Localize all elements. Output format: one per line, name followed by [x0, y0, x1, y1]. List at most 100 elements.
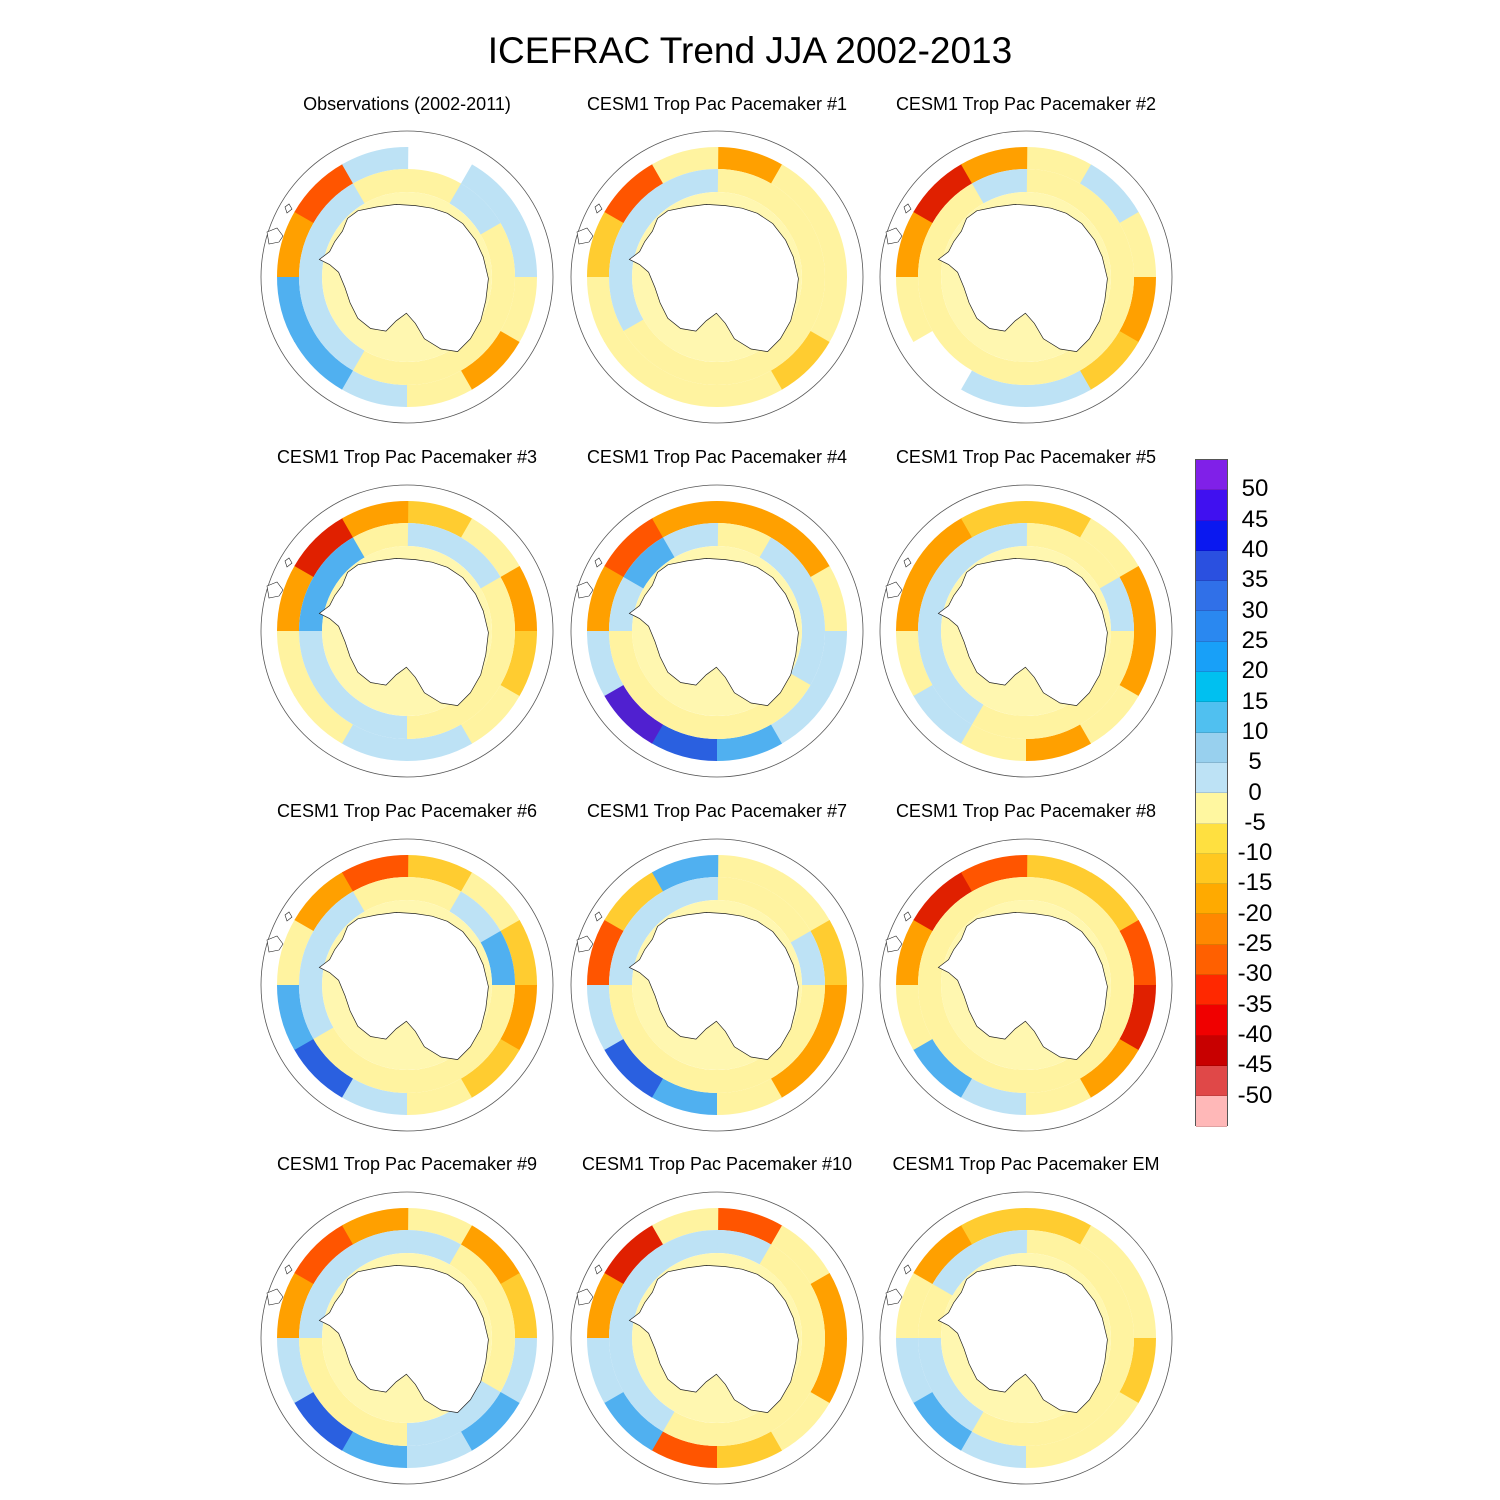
ice-trend-sector-inner	[1099, 985, 1134, 1040]
ice-trend-sector-outer	[604, 871, 664, 931]
colorbar-tick-label: 20	[1241, 657, 1269, 685]
ice-trend-sector-inner	[609, 222, 644, 277]
ice-trend-sector-outer	[650, 724, 717, 761]
ice-trend-sector-outer	[717, 501, 784, 538]
colorbar-tick-label: -40	[1237, 1021, 1273, 1049]
ice-trend-sector-inner	[352, 1058, 407, 1093]
ice-trend-sector-inner	[1024, 1058, 1080, 1094]
ice-trend-sector-outer	[294, 163, 354, 223]
ice-trend-sector-outer	[913, 871, 973, 931]
ice-trend-sector-inner	[313, 890, 366, 943]
ice-trend-sector-outer	[895, 629, 933, 696]
ice-trend-sector-inner	[790, 223, 826, 279]
ice-trend-sector-outer	[895, 983, 933, 1050]
ice-trend-sector-outer	[896, 564, 933, 631]
polar-map	[570, 1191, 864, 1485]
ice-trend-sector-outer	[770, 685, 830, 745]
ice-trend-sector-outer	[587, 564, 624, 631]
ice-trend-sector-inner	[299, 1283, 334, 1338]
panel-title: CESM1 Trop Pac Pacemaker #2	[895, 94, 1157, 114]
colorbar-swatch	[1196, 853, 1227, 885]
ice-trend-sector-inner	[480, 631, 515, 686]
panel-title: CESM1 Trop Pac Pacemaker EM	[892, 1154, 1160, 1174]
ice-trend-sector-inner	[608, 629, 644, 685]
ice-trend-sector-inner	[662, 704, 717, 739]
ice-trend-sector-inner	[312, 672, 365, 725]
ice-trend-sector-inner	[449, 891, 502, 944]
ice-trend-sector-outer	[500, 277, 537, 344]
ice-trend-sector-outer	[294, 517, 354, 577]
ice-trend-sector-inner	[790, 1338, 825, 1393]
south-america-outline	[885, 1264, 912, 1306]
ice-trend-sector-outer	[277, 210, 314, 277]
ice-trend-sector-outer	[461, 872, 521, 932]
colorbar-swatch	[1196, 732, 1227, 763]
ice-trend-sector-outer	[717, 147, 784, 184]
ice-trend-sector-inner	[758, 1380, 811, 1433]
ice-trend-sector-inner	[972, 1229, 1028, 1265]
ice-trend-sector-inner	[623, 1243, 676, 1296]
ice-trend-sector-inner	[662, 1411, 717, 1446]
ice-trend-sector-outer	[1080, 518, 1140, 578]
ice-trend-sector-outer	[293, 684, 353, 744]
ice-trend-sector-outer	[1119, 1273, 1157, 1340]
ice-trend-sector-outer	[340, 1431, 407, 1468]
polar-map	[260, 484, 554, 778]
ice-trend-sector-inner	[759, 183, 812, 236]
ice-trend-sector-inner	[1067, 1027, 1120, 1080]
ice-trend-sector-outer	[1024, 724, 1091, 762]
ice-trend-sector-outer	[342, 146, 409, 184]
ice-trend-sector-outer	[604, 1224, 664, 1284]
ice-trend-sector-inner	[299, 930, 334, 985]
polar-map	[570, 130, 864, 424]
ice-trend-sector-inner	[480, 577, 516, 633]
ice-trend-sector-inner	[663, 522, 719, 558]
ice-trend-sector-outer	[1079, 331, 1139, 391]
panel-title: CESM1 Trop Pac Pacemaker #6	[276, 801, 538, 821]
ice-trend-sector-outer	[586, 983, 624, 1050]
ice-trend-sector-inner	[932, 536, 985, 589]
ice-trend-sector-outer	[461, 164, 521, 224]
ice-trend-sector-outer	[276, 629, 314, 696]
panel-title: CESM1 Trop Pac Pacemaker #9	[276, 1154, 538, 1174]
ice-trend-sector-inner	[717, 1230, 772, 1265]
ice-trend-sector-inner	[480, 931, 516, 987]
ice-trend-sector-inner	[1026, 877, 1081, 912]
ice-trend-sector-outer	[340, 370, 407, 407]
colorbar-swatch	[1196, 550, 1227, 582]
ice-trend-sector-inner	[758, 673, 811, 726]
ice-trend-sector-inner	[1067, 673, 1120, 726]
ice-trend-sector-inner	[312, 1026, 365, 1079]
ice-trend-sector-outer	[961, 1207, 1028, 1245]
ice-trend-sector-outer	[959, 1431, 1026, 1468]
antarctica-coastline	[937, 204, 1108, 352]
colorbar	[1195, 459, 1228, 1127]
ice-trend-sector-outer	[1079, 1039, 1139, 1099]
ice-trend-sector-outer	[405, 724, 472, 762]
ice-trend-sector-outer	[461, 1225, 521, 1285]
antarctica-coastline	[318, 912, 489, 1060]
panel-title: CESM1 Trop Pac Pacemaker #1	[586, 94, 848, 114]
ice-trend-sector-inner	[448, 319, 501, 372]
colorbar-swatch	[1196, 1065, 1227, 1097]
ice-trend-sector-outer	[652, 500, 719, 538]
ice-trend-sector-outer	[650, 1078, 717, 1115]
ice-trend-sector-outer	[342, 854, 409, 892]
ice-trend-sector-inner	[917, 275, 953, 331]
ice-trend-sector-outer	[913, 163, 973, 223]
ice-trend-sector-outer	[717, 1208, 784, 1245]
ice-trend-sector-inner	[298, 983, 334, 1039]
ice-trend-sector-inner	[758, 319, 811, 372]
panel-title: CESM1 Trop Pac Pacemaker #10	[581, 1154, 853, 1174]
ice-trend-sector-outer	[1024, 1078, 1091, 1116]
polar-map	[260, 130, 554, 424]
ice-trend-sector-inner	[480, 985, 515, 1040]
ice-trend-sector-inner	[352, 1411, 407, 1446]
ice-trend-sector-inner	[622, 318, 675, 371]
polar-map	[570, 838, 864, 1132]
ice-trend-sector-inner	[971, 350, 1026, 385]
ice-trend-sector-outer	[276, 275, 314, 342]
ice-trend-sector-inner	[353, 1229, 409, 1265]
ice-trend-sector-inner	[1026, 1230, 1081, 1265]
ice-trend-sector-outer	[770, 1039, 830, 1099]
